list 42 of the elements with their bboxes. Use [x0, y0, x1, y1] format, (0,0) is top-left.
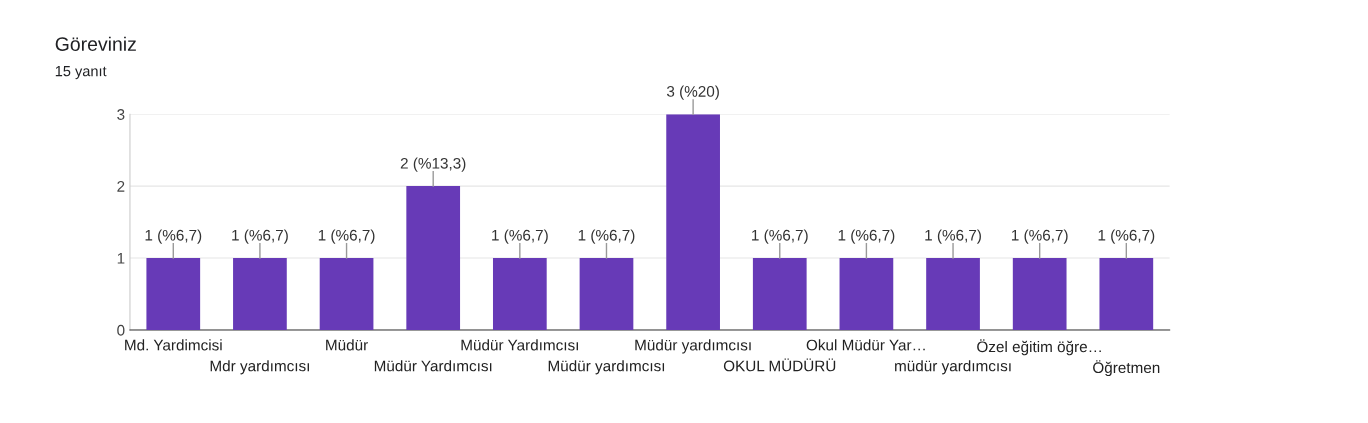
- y-tick-label: 0: [117, 324, 125, 336]
- x-tick-label: Mdr yardımcısı: [210, 360, 309, 375]
- x-tick-label: Müdür yardımcısı: [635, 339, 751, 354]
- bar: [492, 258, 547, 330]
- y-tick-label: 3: [117, 109, 125, 120]
- chart-subtitle: 15 yanıt: [55, 66, 107, 80]
- bar: [752, 258, 807, 330]
- x-tick-label: Öğretmen: [1093, 360, 1160, 377]
- x-tick-label: müdür yardımcısı: [895, 360, 1011, 375]
- x-tick-label: Müdür Yardımcısı: [374, 360, 492, 372]
- data-label: 1 (%6,7): [145, 229, 202, 244]
- x-tick-label: Müdür yardımcısı: [548, 360, 665, 375]
- bar: [233, 258, 287, 330]
- data-label: 1 (%6,7): [838, 229, 895, 244]
- bar: [926, 258, 980, 330]
- data-label: 1 (%6,7): [578, 229, 635, 244]
- bar: [839, 258, 894, 330]
- y-tick-label: 1: [117, 253, 125, 264]
- x-tick-label: Müdür Yardımcısı: [461, 339, 578, 351]
- bar: [1012, 258, 1067, 330]
- bar: [146, 258, 201, 330]
- bar: [1099, 258, 1154, 330]
- bar: [406, 186, 461, 330]
- data-label: 2 (%13,3): [400, 157, 466, 172]
- bar: [579, 258, 634, 330]
- data-label: 1 (%6,7): [1098, 229, 1155, 244]
- data-label: 1 (%6,7): [232, 229, 288, 244]
- x-tick-label: OKUL MÜDÜRÜ: [723, 358, 836, 372]
- x-tick-label: Md. Yardimcisi: [125, 339, 222, 351]
- data-label: 3 (%20): [666, 85, 719, 100]
- bar: [319, 258, 374, 330]
- x-tick-label: Okul Müdür Yar…: [806, 339, 925, 351]
- y-tick-label: 2: [117, 180, 125, 192]
- data-label: 1 (%6,7): [492, 229, 548, 244]
- data-label: 1 (%6,7): [752, 229, 808, 244]
- data-label: 1 (%6,7): [925, 229, 981, 244]
- chart-title: Göreviniz: [55, 36, 136, 51]
- bar: [666, 114, 720, 330]
- x-tick-label: Müdür: [326, 339, 368, 351]
- data-label: 1 (%6,7): [1011, 229, 1068, 244]
- x-tick-label: Özel eğitim öğre…: [977, 339, 1101, 356]
- data-label: 1 (%6,7): [318, 229, 375, 244]
